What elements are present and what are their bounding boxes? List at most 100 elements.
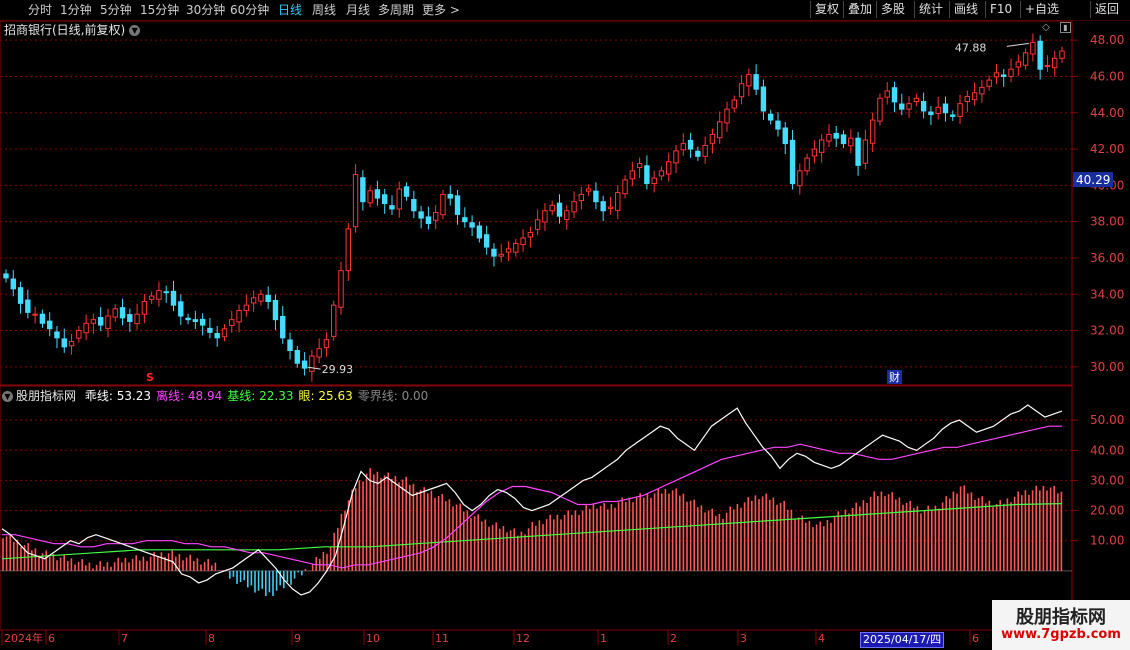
event-marker-s: S bbox=[146, 371, 154, 384]
cursor-date: 2025/04/17/四 bbox=[860, 632, 944, 648]
candle-body bbox=[841, 135, 845, 144]
candle-body bbox=[637, 164, 641, 168]
candle-body bbox=[958, 104, 962, 117]
candle-body bbox=[310, 356, 314, 371]
candle-body bbox=[215, 333, 219, 337]
price-tick-label: 38.00 bbox=[1090, 215, 1124, 229]
candle-body bbox=[725, 109, 729, 123]
diamond-icon[interactable]: ◇ bbox=[1040, 22, 1052, 34]
candle-body bbox=[128, 315, 132, 322]
candle-body bbox=[943, 104, 947, 113]
candle-body bbox=[251, 298, 255, 303]
candle-body bbox=[659, 171, 663, 176]
candle-body bbox=[84, 323, 88, 332]
candle-body bbox=[477, 226, 481, 238]
candle-body bbox=[1038, 41, 1042, 69]
indicator-title[interactable]: ▼ 股朋指标网 乖线: 53.23 离线: 48.94 基线: 22.33 眼: 25.… bbox=[2, 387, 433, 404]
candle-body bbox=[594, 191, 598, 202]
candle-body bbox=[951, 115, 955, 116]
candle-body bbox=[936, 107, 940, 113]
candle-body bbox=[645, 166, 649, 184]
candle-body bbox=[812, 149, 816, 156]
candle-body bbox=[980, 87, 984, 94]
candle-body bbox=[361, 178, 365, 202]
date-tick-label: 7 bbox=[121, 632, 128, 645]
candle-body bbox=[33, 314, 37, 315]
candle-body bbox=[98, 317, 102, 325]
candle-body bbox=[353, 174, 357, 226]
candle-body bbox=[870, 120, 874, 143]
candle-body bbox=[681, 144, 685, 150]
candle-body bbox=[608, 207, 612, 208]
price-tick-label: 46.00 bbox=[1090, 69, 1124, 83]
candle-body bbox=[710, 135, 714, 144]
candle-body bbox=[565, 211, 569, 220]
price-tick-label: 30.00 bbox=[1090, 360, 1124, 374]
low-price-label: 29.93 bbox=[322, 363, 354, 376]
candle-body bbox=[164, 292, 168, 293]
candle-body bbox=[4, 274, 8, 278]
candle-body bbox=[586, 189, 590, 191]
price-tick-label: 44.00 bbox=[1090, 106, 1124, 120]
candle-body bbox=[601, 202, 605, 211]
chevron-down-icon[interactable]: ▼ bbox=[129, 25, 140, 36]
candle-body bbox=[921, 101, 925, 110]
indicator-panel-border bbox=[0, 386, 1072, 630]
candle-body bbox=[368, 191, 372, 203]
indicator-tick-label: 10.00 bbox=[1090, 534, 1124, 548]
candle-body bbox=[266, 295, 270, 301]
price-tick-label: 36.00 bbox=[1090, 251, 1124, 265]
candle-body bbox=[1060, 51, 1064, 58]
indicator-tick-label: 50.00 bbox=[1090, 413, 1124, 427]
candle-body bbox=[55, 332, 59, 338]
candle-body bbox=[703, 145, 707, 156]
candle-body bbox=[18, 288, 22, 304]
candle-body bbox=[688, 140, 692, 149]
candle-body bbox=[805, 158, 809, 171]
candle-body bbox=[448, 194, 452, 198]
candle-body bbox=[885, 91, 889, 97]
panel-toggle-icon[interactable]: ▮ bbox=[1060, 22, 1071, 33]
date-tick-label: 6 bbox=[48, 632, 55, 645]
stock-title[interactable]: 招商银行(日线,前复权) ▼ bbox=[4, 21, 140, 38]
candle-body bbox=[281, 316, 285, 337]
candle-body bbox=[346, 229, 350, 271]
watermark-title: 股朋指标网 bbox=[992, 603, 1130, 629]
chevron-down-icon[interactable]: ▼ bbox=[2, 391, 13, 402]
candle-body bbox=[135, 314, 139, 323]
candle-body bbox=[383, 195, 387, 204]
indicator-tick-label: 40.00 bbox=[1090, 443, 1124, 457]
candle-body bbox=[375, 190, 379, 198]
candle-body bbox=[259, 294, 263, 301]
candle-body bbox=[463, 218, 467, 222]
date-tick-label: 8 bbox=[208, 632, 215, 645]
candle-body bbox=[142, 302, 146, 315]
indicator-value-3: 眼: 25.63 bbox=[299, 389, 353, 403]
watermark-url: www.7gpzb.com bbox=[992, 627, 1130, 642]
candle-body bbox=[433, 213, 437, 221]
candle-body bbox=[1053, 58, 1057, 67]
candle-body bbox=[426, 217, 430, 224]
candle-body bbox=[768, 114, 772, 120]
candle-body bbox=[994, 73, 998, 77]
candle-body bbox=[528, 233, 532, 237]
candle-body bbox=[113, 309, 117, 317]
watermark-logo: 股朋指标网 www.7gpzb.com bbox=[992, 600, 1130, 650]
indicator-value-1: 离线: 48.94 bbox=[156, 389, 222, 403]
high-price-label: 47.88 bbox=[955, 41, 987, 54]
candle-body bbox=[1009, 69, 1013, 76]
candle-body bbox=[543, 211, 547, 222]
candle-body bbox=[1023, 53, 1027, 65]
candle-body bbox=[616, 193, 620, 211]
candle-body bbox=[193, 320, 197, 322]
current-price-label: 40.29 bbox=[1076, 173, 1110, 187]
candle-body bbox=[244, 305, 248, 310]
candle-body bbox=[179, 302, 183, 316]
candle-body bbox=[26, 300, 30, 312]
candle-body bbox=[120, 308, 124, 318]
candle-body bbox=[819, 140, 823, 152]
candle-body bbox=[514, 243, 518, 252]
candle-body bbox=[1016, 62, 1020, 67]
candle-body bbox=[397, 189, 401, 209]
